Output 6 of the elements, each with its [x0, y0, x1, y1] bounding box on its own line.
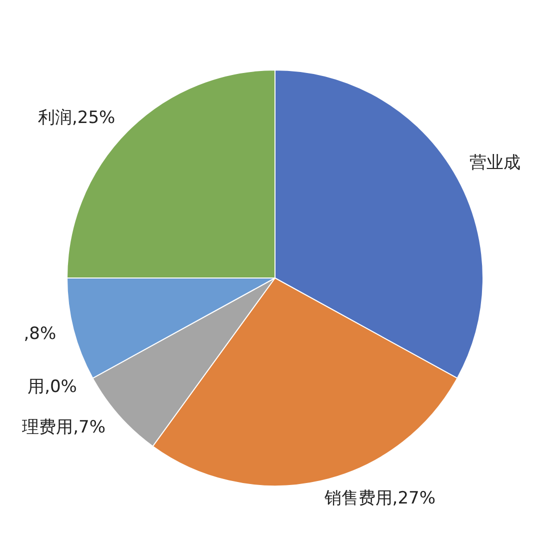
slice-label: 理费用,7% [22, 417, 106, 438]
slice-label: 营业成 [470, 152, 521, 173]
data-label: ,8% [24, 324, 56, 344]
category-label: 用,0% [28, 376, 77, 397]
slice-label: 销售费用,27% [323, 488, 436, 509]
slice-label: 利润,25% [38, 108, 116, 128]
